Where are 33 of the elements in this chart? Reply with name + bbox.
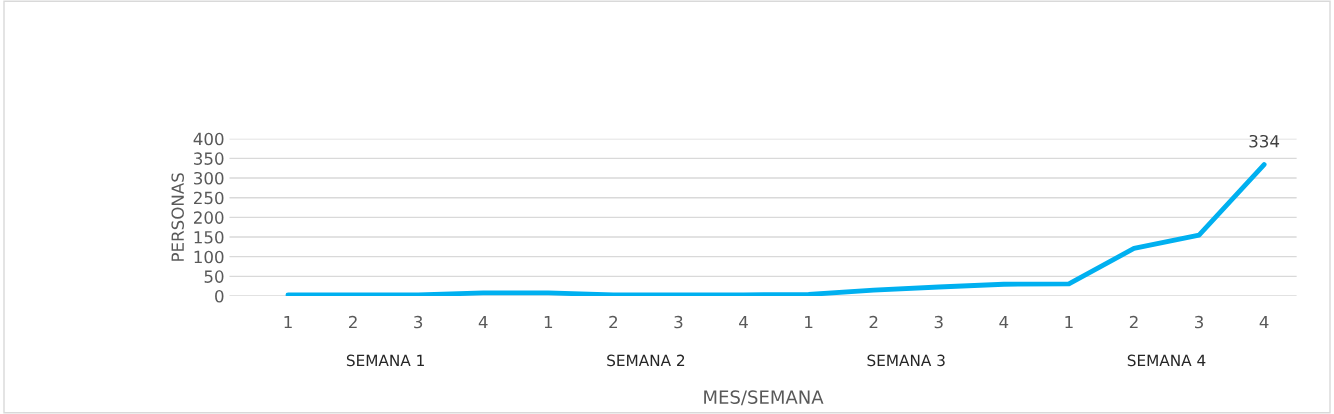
text: SEMANA 1 xyxy=(346,354,424,367)
y-tick-label: 200 xyxy=(194,211,224,224)
x-tick-label: 1 xyxy=(284,315,292,329)
y-tick-label: 50 xyxy=(204,270,224,283)
x-tick-label: 2 xyxy=(869,315,878,329)
line-series xyxy=(285,162,1267,297)
x-tick-label: 4 xyxy=(478,315,488,329)
x-tick-label: 3 xyxy=(1195,315,1203,329)
text: SEMANA 3 xyxy=(867,354,945,367)
x-tick-label: 1 xyxy=(805,315,813,329)
x-axis-title: MES/SEMANA xyxy=(704,390,824,406)
y-tick-label: 100 xyxy=(194,250,224,264)
y-tick-label: 250 xyxy=(194,191,224,205)
y-tick-label: 300 xyxy=(194,171,224,185)
x-tick-label: 2 xyxy=(609,315,618,329)
x-tick-label: 2 xyxy=(1129,315,1138,329)
text: SEMANA 2 xyxy=(607,354,685,367)
text: SEMANA 4 xyxy=(1127,354,1206,367)
x-tick-label: 2 xyxy=(349,315,357,329)
x-tick-label: 1 xyxy=(544,315,553,329)
y-tick-label: 350 xyxy=(194,152,224,165)
x-tick-label: 1 xyxy=(1065,315,1073,329)
y-axis-title: PERSONAS xyxy=(171,173,184,261)
x-tick-label: 3 xyxy=(934,315,943,329)
x-tick-label: 4 xyxy=(1259,315,1269,329)
x-tick-label: 3 xyxy=(674,315,683,329)
x-tick-label: 4 xyxy=(739,315,748,329)
y-tick-label: 150 xyxy=(194,230,224,244)
data-label: 334 xyxy=(1249,134,1280,148)
y-tick-label: 0 xyxy=(215,289,224,303)
x-tick-label: 3 xyxy=(414,315,423,329)
x-tick-label: 4 xyxy=(999,315,1009,329)
y-tick-label: 400 xyxy=(193,132,224,146)
